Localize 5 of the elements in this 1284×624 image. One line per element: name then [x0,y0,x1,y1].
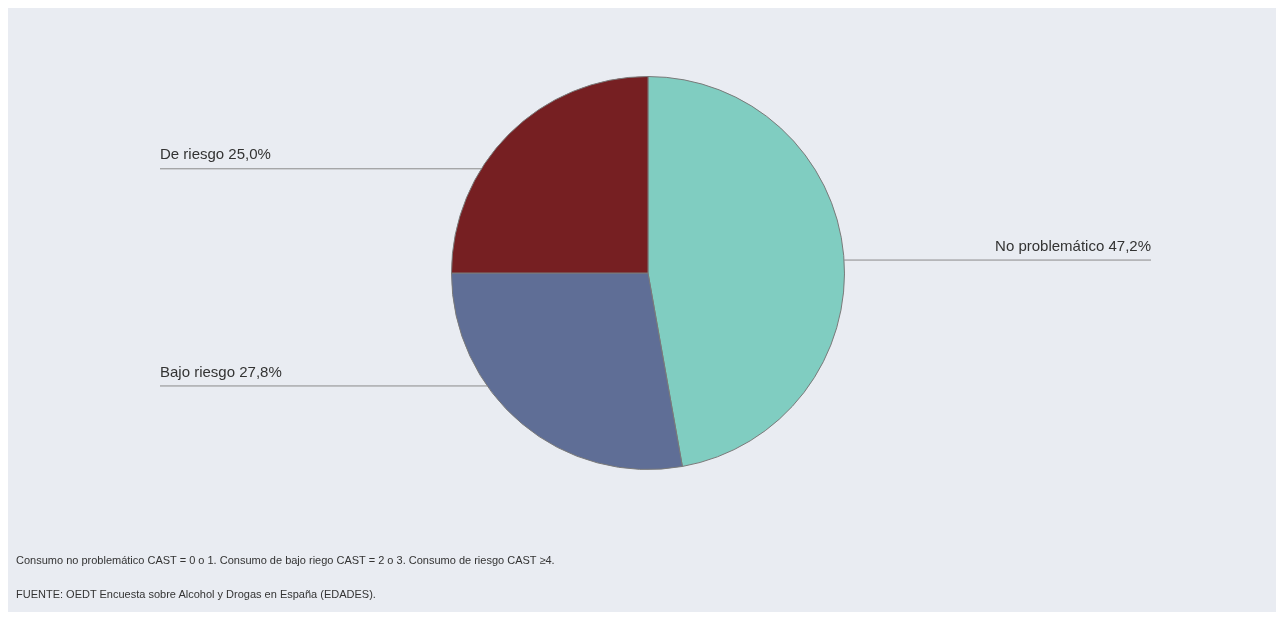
slice-label: No problemático 47,2% [995,236,1151,254]
text: Consumo no problemático CAST = 0 o 1. Consumo de bajo riego CAST = 2 o 3. Consumo de riesgo CAST ≥4. [15,554,556,566]
slice-label: De riesgo 25,0% [160,145,271,163]
slice-label: Bajo riesgo 27,8% [160,362,282,380]
source-note: FUENTE: OEDT Encuesta sobre Alcohol y Drogas en España (EDADES). [15,588,377,600]
